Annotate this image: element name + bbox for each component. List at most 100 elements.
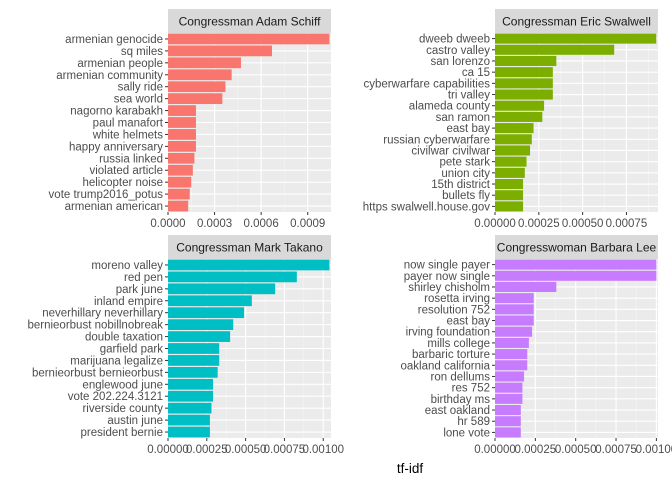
category-label: irving foundation (406, 327, 490, 339)
category-label: garfield park (100, 344, 164, 356)
bar (495, 293, 534, 304)
category-label: helicopter noise (82, 177, 163, 189)
x-tick-label: 0.0009 (290, 218, 325, 230)
bar (168, 188, 190, 200)
bar (168, 343, 220, 354)
category-label: park june (116, 284, 163, 296)
category-label: dweeb dweeb (419, 34, 490, 46)
category-label: armenian people (77, 58, 163, 70)
panel-strip (495, 9, 658, 33)
category-label: payer now single (404, 271, 490, 283)
bar (168, 45, 273, 57)
bar (495, 167, 525, 178)
x-tick-label: 0.0006 (244, 218, 279, 230)
category-label: austin june (107, 415, 163, 427)
bar (168, 140, 196, 152)
bar (495, 270, 657, 281)
bar (495, 382, 523, 393)
panel-strip (168, 9, 331, 33)
bar (495, 44, 615, 55)
bar (495, 427, 521, 438)
category-label: moreno valley (91, 260, 163, 272)
bar (168, 152, 195, 164)
bar (495, 404, 521, 416)
category-label: res 752 (452, 383, 490, 395)
bar (495, 416, 521, 427)
panel-title: Congressman Eric Swalwell (502, 15, 651, 29)
category-label: east oakland (425, 405, 490, 417)
bar (168, 402, 212, 414)
bar (495, 315, 534, 326)
x-tick-label: 0.00000 (474, 444, 516, 456)
bar (495, 371, 525, 382)
panel-title: Congresswoman Barbara Lee (497, 241, 657, 255)
category-label: bernieorbust bernieorbust (32, 367, 164, 379)
bar (495, 100, 545, 111)
panel-title: Congressman Mark Takano (176, 241, 323, 255)
bar (168, 33, 330, 45)
bar (168, 378, 214, 390)
bar (168, 426, 210, 438)
bar (168, 129, 196, 140)
category-label: ca 15 (462, 67, 490, 79)
bar (168, 105, 196, 116)
bar (495, 304, 534, 315)
category-label: san ramon (436, 112, 490, 124)
category-label: riverside county (82, 403, 163, 415)
bar (495, 123, 534, 134)
panel-title: Congressman Adam Schiff (179, 15, 322, 29)
bar (495, 201, 524, 212)
category-label: rosetta irving (424, 293, 490, 305)
bar (168, 164, 193, 176)
bar (168, 176, 192, 188)
category-label: shirley chisholm (408, 282, 490, 294)
chart-panels: Congressman Adam Schiff armenian genocide… (27, 9, 672, 456)
category-label: barbaric torture (412, 349, 490, 361)
bar (168, 366, 218, 378)
category-label: mills college (427, 338, 490, 350)
x-axis-title: tf-idf (397, 461, 424, 476)
x-tick-label: 0.00025 (515, 444, 557, 456)
panel-4: Congresswoman Barbara Lee now single paye… (400, 235, 672, 456)
bar (168, 295, 252, 307)
category-label: cyberwarfare capabilities (363, 78, 490, 90)
category-label: pete stark (440, 157, 491, 169)
bar (495, 156, 527, 167)
category-label: civilwar civilwar (411, 145, 490, 157)
category-label: ron dellums (431, 371, 491, 383)
category-label: now single payer (404, 260, 490, 272)
bar (168, 331, 231, 342)
category-label: 15th district (431, 179, 491, 191)
category-label: hr 589 (457, 416, 490, 428)
category-label: oakland california (400, 360, 490, 372)
category-label: marijuana legalize (70, 355, 163, 367)
bar (495, 134, 532, 145)
category-label: east bay (447, 123, 491, 135)
category-label: armenian community (56, 70, 163, 82)
bar (168, 93, 223, 105)
bar (168, 307, 245, 319)
x-tick-label: 0.00100 (302, 444, 344, 456)
x-tick-label: 0.00075 (606, 218, 648, 230)
bar (168, 355, 220, 366)
category-label: lone vote (443, 427, 490, 439)
category-label: sea world (114, 94, 163, 106)
category-label: russian cyberwarfare (383, 134, 490, 146)
bar (168, 117, 196, 128)
category-label: vote trump2016_potus (49, 189, 164, 201)
bar (168, 259, 330, 271)
bar (495, 360, 528, 371)
category-label: bernieorbust nobillnobreak (27, 320, 163, 332)
x-tick-label: 0.00100 (636, 444, 672, 456)
x-tick-label: 0.0000 (150, 218, 185, 230)
x-tick-label: 0.00000 (147, 444, 189, 456)
bar (495, 145, 531, 156)
bar (495, 33, 657, 44)
x-tick-label: 0.00050 (555, 444, 597, 456)
bar (495, 67, 553, 78)
bar (495, 326, 533, 337)
bar (168, 69, 232, 81)
category-label: san lorenzo (431, 56, 490, 68)
panel-1: Congressman Adam Schiff armenian genocide… (49, 9, 331, 230)
